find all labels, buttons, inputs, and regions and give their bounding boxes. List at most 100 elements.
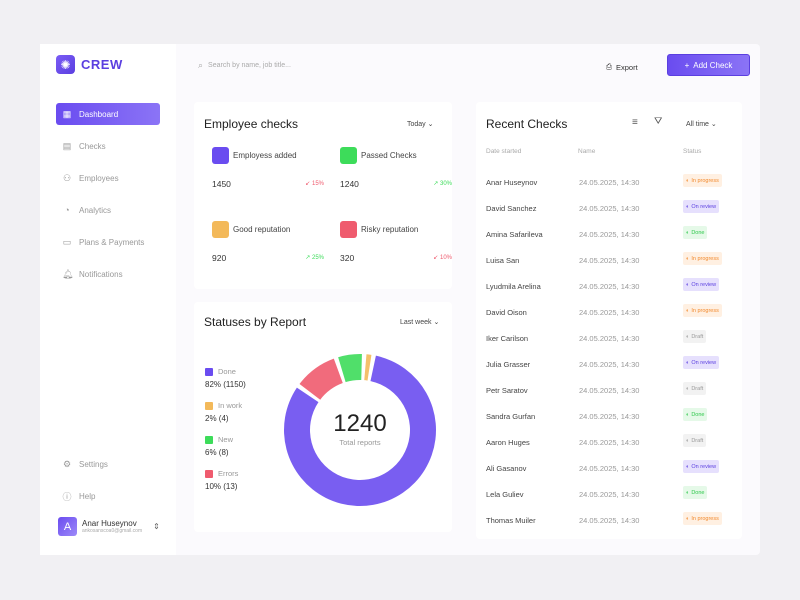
row-name: Anar Huseynov	[486, 178, 538, 187]
period-dropdown-recent[interactable]: All time ⌄	[686, 121, 717, 128]
row-name: Lyudmila Arelina	[486, 282, 541, 291]
sidebar-item-label: Checks	[79, 141, 106, 151]
sidebar-bottom-nav: ⚙ Settings ⓘ Help	[56, 453, 160, 517]
sidebar-item-settings[interactable]: ⚙ Settings	[56, 453, 160, 475]
statuses-title: Statuses by Report	[204, 315, 307, 329]
sidebar-item-employees[interactable]: ⚇ Employees	[56, 167, 160, 189]
donut-slice-new[interactable]	[338, 354, 362, 383]
status-badge: ◐ Draft	[683, 382, 707, 395]
row-date: 24.05.2025, 14:30	[579, 256, 640, 265]
row-date: 24.05.2025, 14:30	[579, 386, 640, 395]
logo-icon: ✺	[56, 55, 75, 74]
sidebar-item-dashboard[interactable]: ▦ Dashboard	[56, 103, 160, 125]
sort-icon[interactable]: ≡	[632, 117, 638, 128]
legend-value: 6% (8)	[205, 448, 229, 457]
search-placeholder: Search by name, job title...	[208, 62, 291, 69]
stat-tile: Passed Checks 1240 ↗ 30%	[340, 147, 452, 189]
table-row[interactable]: Thomas Muiler 24.05.2025, 14:30 ◐ In progre…	[486, 512, 746, 542]
table-row[interactable]: Lela Guliev 24.05.2025, 14:30 ◐ Done	[486, 486, 746, 516]
row-name: Petr Saratov	[486, 386, 528, 395]
wallet-icon: ▭	[62, 236, 72, 247]
row-date: 24.05.2025, 14:30	[579, 490, 640, 499]
export-label: Export	[616, 62, 638, 72]
status-badge: ◐ Draft	[683, 434, 707, 447]
legend-value: 10% (13)	[205, 482, 238, 491]
table-row[interactable]: Julia Grasser 24.05.2025, 14:30 ◐ On review	[486, 356, 746, 386]
sidebar-item-notifications[interactable]: 🔔︎ Notifications	[56, 263, 160, 285]
legend-swatch	[205, 469, 213, 478]
table-row[interactable]: Petr Saratov 24.05.2025, 14:30 ◐ Draft	[486, 382, 746, 412]
app-name: CREW	[81, 57, 123, 72]
sidebar-item-help[interactable]: ⓘ Help	[56, 485, 160, 507]
filter-icon[interactable]: ⛛	[654, 116, 663, 127]
sidebar-item-analytics[interactable]: ◔ Analytics	[56, 199, 160, 221]
legend-swatch	[205, 401, 213, 410]
row-name: David Sanchez	[486, 204, 537, 213]
pie-chart-icon: ◔	[64, 205, 70, 215]
table-row[interactable]: Luisa San 24.05.2025, 14:30 ◐ In progress	[486, 252, 746, 282]
table-row[interactable]: David Oison 24.05.2025, 14:30 ◐ In progress	[486, 304, 746, 334]
app-window: ✺ CREW ▦ Dashboard ▤ Checks ⚇ Employees ◔ Analy…	[40, 44, 760, 555]
status-icon: ◐	[686, 463, 690, 470]
table-row[interactable]: Anar Huseynov 24.05.2025, 14:30 ◐ In progre…	[486, 174, 746, 204]
donut-slice-done[interactable]	[284, 355, 436, 506]
table-row[interactable]: Amina Safarileva 24.05.2025, 14:30 ◐ Done	[486, 226, 746, 256]
stat-tile: Employess added 1450 ↙ 15%	[212, 147, 324, 189]
period-dropdown-statuses[interactable]: Last week ⌄	[400, 319, 440, 326]
table-row[interactable]: Ali Gasanov 24.05.2025, 14:30 ◐ On review	[486, 460, 746, 490]
sidebar-item-checks[interactable]: ▤ Checks	[56, 135, 160, 157]
sidebar-item-label: Notifications	[79, 269, 123, 279]
row-date: 24.05.2025, 14:30	[579, 334, 640, 343]
row-name: Aaron Huges	[486, 438, 530, 447]
status-icon: ◐	[686, 281, 690, 288]
user-profile[interactable]: A Anar Huseynov ankosanscoa0@gmail.com ⇕	[58, 517, 160, 536]
column-header[interactable]: Name	[578, 148, 596, 155]
donut-slice-in-work[interactable]	[364, 354, 372, 381]
column-header[interactable]: Status	[683, 148, 702, 155]
period-dropdown[interactable]: Today ⌄	[407, 121, 434, 128]
sidebar-item-plans-payments[interactable]: ▭ Plans & Payments	[56, 231, 160, 253]
chevron-updown-icon[interactable]: ⇕	[153, 522, 160, 531]
stat-value: 920	[212, 253, 227, 263]
user-name: Anar Huseynov	[82, 519, 137, 528]
search-input[interactable]: ⌕ Search by name, job title...	[198, 60, 291, 71]
sidebar-item-label: Analytics	[79, 205, 112, 215]
legend-label: Errors	[218, 469, 239, 478]
row-date: 24.05.2025, 14:30	[579, 308, 640, 317]
status-badge: ◐ Done	[683, 408, 708, 421]
stat-change: ↙ 10%	[433, 255, 452, 261]
status-icon: ◐	[686, 177, 690, 184]
legend-label: New	[218, 435, 234, 444]
table-row[interactable]: David Sanchez 24.05.2025, 14:30 ◐ On review	[486, 200, 746, 230]
stat-label: Employess added	[233, 151, 297, 161]
sidebar: ✺ CREW ▦ Dashboard ▤ Checks ⚇ Employees ◔ Analy…	[40, 44, 176, 555]
table-row[interactable]: Sandra Gurfan 24.05.2025, 14:30 ◐ Done	[486, 408, 746, 438]
status-icon: ◐	[686, 515, 690, 522]
row-date: 24.05.2025, 14:30	[579, 204, 640, 213]
bell-icon: 🔔︎	[62, 268, 74, 279]
export-icon: ⎙	[606, 62, 612, 71]
grid-icon: ▦	[62, 108, 72, 119]
legend-value: 82% (1150)	[205, 380, 246, 389]
table-row[interactable]: Aaron Huges 24.05.2025, 14:30 ◐ Draft	[486, 434, 746, 464]
status-badge: ◐ Done	[683, 226, 708, 239]
stat-value: 1240	[340, 179, 359, 189]
status-icon: ◐	[686, 203, 690, 210]
stat-icon	[340, 221, 357, 239]
table-row[interactable]: Iker Carilson 24.05.2025, 14:30 ◐ Draft	[486, 330, 746, 360]
stat-label: Risky reputation	[361, 225, 419, 235]
donut-slice-errors[interactable]	[299, 358, 343, 400]
stat-icon	[340, 147, 357, 165]
plus-icon: +	[684, 60, 690, 70]
table-row[interactable]: Lyudmila Arelina 24.05.2025, 14:30 ◐ On rev…	[486, 278, 746, 308]
add-check-button[interactable]: + Add Check	[667, 54, 750, 76]
row-name: Ali Gasanov	[486, 464, 527, 473]
employee-checks-title: Employee checks	[204, 117, 299, 131]
status-badge: ◐ In progress	[683, 174, 722, 187]
sidebar-item-label: Plans & Payments	[79, 237, 145, 247]
column-header[interactable]: Date started	[486, 148, 522, 155]
export-button[interactable]: ⎙ Export	[606, 58, 638, 76]
logo[interactable]: ✺ CREW	[56, 55, 123, 74]
status-icon: ◐	[686, 333, 690, 340]
legend-item: In work 2% (4)	[205, 401, 246, 423]
